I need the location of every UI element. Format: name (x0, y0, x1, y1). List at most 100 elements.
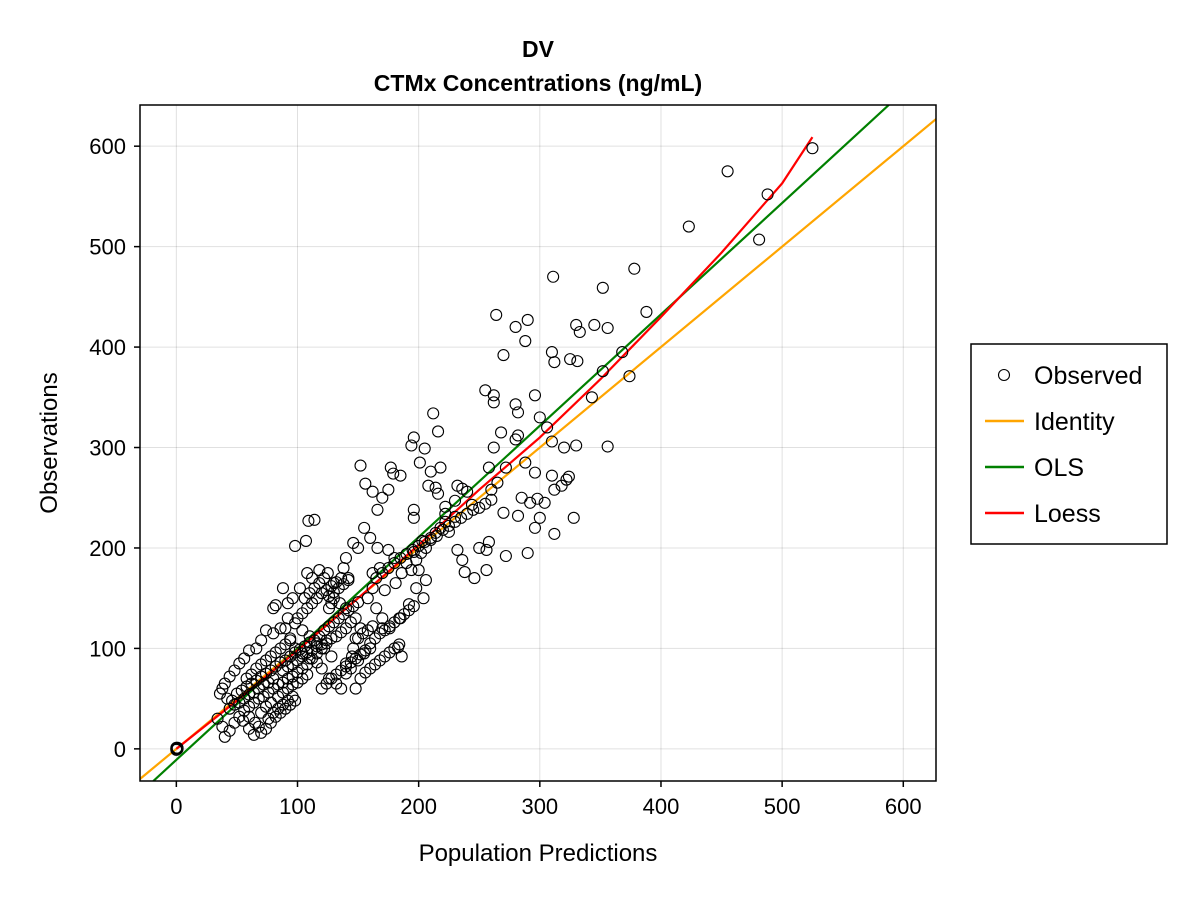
observed-point (284, 634, 297, 647)
observed-point (497, 506, 510, 519)
observed-point (267, 602, 280, 615)
observed-point (349, 612, 362, 625)
observed-point (320, 634, 333, 647)
observed-point (521, 546, 534, 560)
observed-point (585, 391, 598, 404)
observed-point (596, 281, 609, 294)
observed-point (358, 521, 371, 534)
identity-line (140, 118, 936, 780)
observed-point (431, 487, 445, 500)
observed-point (308, 513, 321, 526)
observed-point (545, 435, 558, 448)
observed-point (429, 481, 442, 494)
observed-point (335, 682, 348, 695)
observed-point (354, 672, 367, 685)
observed-point (376, 612, 389, 625)
y-tick-label: 300 (89, 436, 126, 461)
observed-point (424, 465, 437, 478)
observed-point (170, 743, 183, 756)
observed-point (249, 716, 262, 729)
observed-point (806, 142, 819, 155)
observed-point (431, 425, 445, 438)
observed-point (480, 564, 493, 577)
observed-point (721, 165, 734, 178)
observed-point (473, 501, 486, 514)
observed-point (413, 456, 426, 469)
x-tick-label: 100 (279, 794, 316, 819)
observed-point (315, 662, 328, 675)
observed-point (482, 535, 495, 548)
observed-point (325, 650, 338, 663)
observed-point (461, 485, 474, 498)
observed-point (479, 497, 492, 510)
observed-point (538, 496, 551, 509)
observed-point (499, 461, 512, 474)
observed-point (252, 720, 265, 733)
observed-point (262, 712, 275, 725)
observed-point (562, 470, 575, 483)
observed-point (371, 541, 384, 555)
observed-point (485, 493, 498, 506)
observed-point (485, 483, 498, 496)
plot-frame (139, 104, 937, 782)
observed-point (548, 527, 561, 540)
observed-point (393, 638, 406, 651)
observed-point (682, 220, 695, 233)
observed-point (640, 305, 653, 318)
x-tick-label: 500 (764, 794, 801, 819)
observed-point (487, 441, 500, 454)
y-tick-label: 400 (89, 335, 126, 360)
y-tick-label: 600 (89, 134, 126, 159)
observed-point (384, 461, 397, 474)
x-tick-label: 0 (170, 794, 182, 819)
observed-point (342, 574, 355, 587)
observed-point (473, 541, 486, 555)
observed-point (570, 318, 583, 332)
observed-point (601, 321, 614, 335)
observed-point (567, 511, 580, 524)
observed-point (388, 551, 401, 565)
observed-point (410, 582, 423, 595)
observed-point (412, 539, 425, 553)
observed-point (548, 356, 561, 369)
observed-point (299, 534, 313, 547)
x-tick-label: 300 (521, 794, 558, 819)
observed-point (418, 442, 431, 455)
observed-point (267, 672, 280, 685)
observed-point (289, 539, 302, 553)
observed-point (267, 627, 280, 640)
observed-point (218, 730, 231, 743)
y-tick-label: 100 (89, 636, 126, 661)
observed-point (364, 531, 377, 544)
observed-point (573, 325, 586, 339)
observed-point (242, 710, 256, 723)
observed-point (394, 469, 407, 482)
observed-point (560, 473, 573, 486)
y-tick-label: 500 (89, 235, 126, 260)
x-tick-label: 600 (885, 794, 922, 819)
observed-point (245, 668, 258, 681)
x-axis-label: Population Predictions (419, 840, 658, 867)
observed-point (407, 511, 420, 524)
observed-point (359, 477, 372, 490)
observed-point (407, 503, 420, 516)
observed-point (451, 543, 464, 557)
observed-point (490, 308, 503, 321)
observed-point (455, 511, 468, 524)
observed-point (322, 602, 336, 615)
observed-point (497, 349, 510, 362)
observed-point (276, 582, 290, 595)
observed-point (400, 547, 413, 561)
observed-point (389, 577, 402, 590)
observed-point (468, 572, 481, 585)
observed-point (349, 682, 362, 695)
observed-point (347, 642, 360, 655)
observed-point (487, 396, 500, 409)
observed-point (467, 503, 480, 516)
observed-point (286, 690, 299, 703)
observed-point (259, 624, 273, 637)
observed-point (519, 456, 532, 469)
observed-point (269, 599, 282, 612)
observed-point (616, 346, 629, 359)
observed-point (494, 426, 508, 439)
